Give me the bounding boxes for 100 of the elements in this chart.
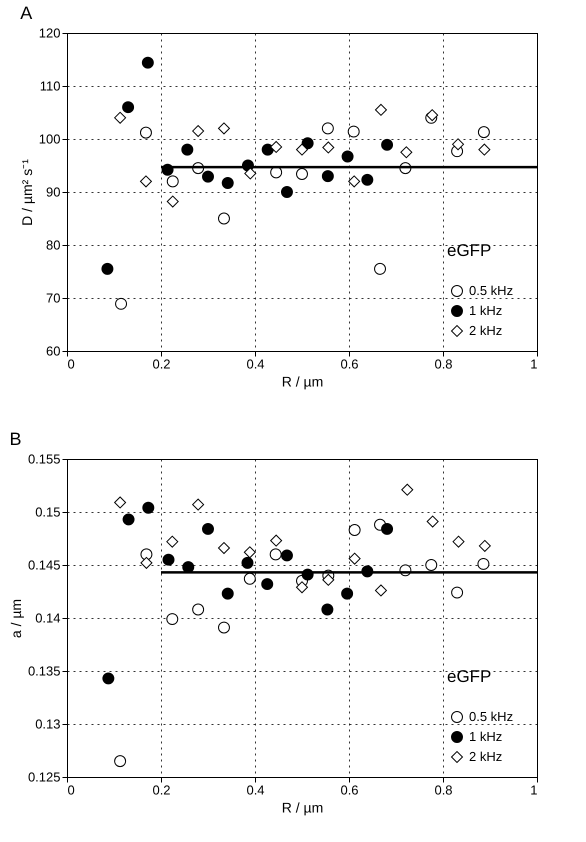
point	[192, 125, 204, 138]
point	[192, 604, 204, 616]
point	[478, 144, 490, 156]
point	[401, 484, 414, 496]
point	[280, 549, 293, 562]
point	[244, 546, 256, 558]
point	[321, 604, 334, 616]
y-tick-label: 0.15	[35, 504, 60, 520]
x-tick-label: 0.4	[246, 782, 265, 798]
point	[181, 144, 194, 156]
point	[102, 672, 114, 684]
point	[452, 536, 464, 548]
y-tick-label: 100	[38, 132, 60, 146]
point	[114, 112, 126, 124]
point	[166, 613, 178, 626]
point	[361, 174, 374, 186]
x-axis-title: R / µm	[282, 800, 324, 816]
point	[162, 554, 174, 566]
x-tick-label: 0.6	[340, 356, 359, 372]
x-tick-label: 0.2	[152, 782, 171, 798]
y-tick-label: 0.145	[28, 558, 60, 572]
point	[166, 196, 179, 208]
point	[101, 262, 114, 275]
point	[381, 522, 394, 535]
point	[262, 144, 274, 156]
x-tick-label: 0.8	[434, 782, 453, 798]
point	[218, 622, 230, 634]
y-tick-label: 0.13	[35, 716, 60, 732]
point	[218, 122, 230, 134]
point	[270, 534, 282, 547]
y-tick-label: 0.135	[28, 664, 60, 678]
point	[322, 170, 334, 182]
point	[280, 186, 293, 198]
point	[142, 56, 154, 69]
point	[261, 578, 274, 590]
y-tick-label: 90	[46, 184, 60, 200]
point	[374, 262, 386, 275]
point	[218, 542, 230, 554]
legend-label: 1 kHz	[469, 729, 502, 744]
point	[114, 755, 126, 768]
point	[296, 144, 308, 156]
point	[425, 559, 438, 571]
point	[374, 584, 387, 596]
point	[348, 126, 360, 138]
x-tick-label: 1	[530, 356, 538, 372]
point	[477, 558, 490, 570]
x-tick-label: 0	[68, 782, 75, 798]
point	[142, 502, 154, 514]
point	[222, 177, 234, 189]
y-tick-label: 0.125	[28, 770, 60, 784]
point	[270, 548, 282, 560]
annotation: eGFP	[447, 667, 492, 686]
point	[296, 168, 308, 180]
x-axis-title: R / µm	[282, 374, 324, 390]
point	[114, 496, 126, 508]
point	[218, 212, 230, 224]
point	[426, 516, 439, 528]
point	[140, 126, 152, 139]
y-tick-label: 110	[40, 78, 60, 94]
x-tick-label: 1	[530, 782, 538, 798]
point	[166, 536, 178, 548]
point	[348, 175, 360, 188]
point	[302, 137, 314, 150]
point	[322, 142, 334, 154]
point	[341, 588, 354, 600]
legend-label: 0.5 kHz	[469, 283, 514, 298]
point	[452, 138, 464, 150]
point	[296, 581, 308, 594]
chart-title: A	[20, 3, 32, 23]
point	[322, 574, 334, 586]
point	[202, 170, 214, 183]
point	[140, 548, 152, 560]
legend-label: 0.5 kHz	[469, 709, 514, 724]
point	[478, 540, 491, 552]
x-tick-label: 0.2	[152, 356, 171, 372]
x-tick-label: 0.8	[434, 356, 453, 372]
point	[202, 522, 214, 535]
annotation: eGFP	[447, 241, 492, 260]
point	[451, 586, 464, 599]
point	[348, 524, 361, 536]
point	[242, 556, 254, 569]
x-tick-label: 0	[68, 356, 75, 372]
y-tick-label: 120	[38, 26, 60, 40]
x-tick-label: 0.4	[246, 356, 265, 372]
legend-label: 1 kHz	[469, 303, 502, 318]
legend-label: 2 kHz	[469, 749, 502, 764]
point	[140, 175, 152, 188]
y-axis-title: D / µm² s⁻¹	[18, 158, 35, 226]
point	[374, 104, 387, 116]
point	[270, 140, 282, 153]
point	[122, 101, 134, 114]
point	[400, 146, 412, 158]
y-tick-label: 60	[46, 344, 60, 358]
point	[166, 175, 179, 188]
y-tick-label: 70	[46, 290, 60, 306]
point	[342, 150, 354, 162]
point	[222, 588, 234, 600]
point	[122, 513, 135, 526]
point	[426, 109, 438, 122]
point	[322, 122, 334, 134]
